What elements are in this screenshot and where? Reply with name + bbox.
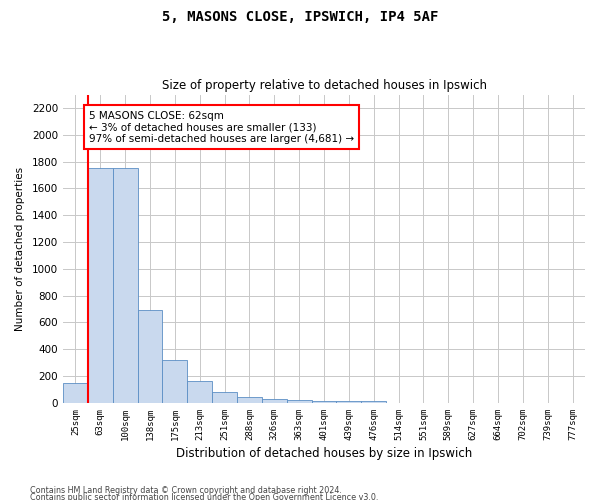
X-axis label: Distribution of detached houses by size in Ipswich: Distribution of detached houses by size …: [176, 447, 472, 460]
Bar: [237, 397, 262, 403]
Bar: [287, 400, 311, 403]
Bar: [137, 310, 163, 403]
Bar: [63, 383, 88, 403]
Text: 5 MASONS CLOSE: 62sqm
← 3% of detached houses are smaller (133)
97% of semi-deta: 5 MASONS CLOSE: 62sqm ← 3% of detached h…: [89, 110, 354, 144]
Bar: [262, 399, 287, 403]
Bar: [187, 382, 212, 403]
Bar: [212, 392, 237, 403]
Bar: [311, 400, 337, 403]
Title: Size of property relative to detached houses in Ipswich: Size of property relative to detached ho…: [161, 79, 487, 92]
Bar: [88, 168, 113, 403]
Text: Contains HM Land Registry data © Crown copyright and database right 2024.: Contains HM Land Registry data © Crown c…: [30, 486, 342, 495]
Y-axis label: Number of detached properties: Number of detached properties: [15, 166, 25, 331]
Bar: [361, 402, 386, 403]
Text: 5, MASONS CLOSE, IPSWICH, IP4 5AF: 5, MASONS CLOSE, IPSWICH, IP4 5AF: [162, 10, 438, 24]
Bar: [337, 401, 361, 403]
Bar: [163, 360, 187, 403]
Text: Contains public sector information licensed under the Open Government Licence v3: Contains public sector information licen…: [30, 494, 379, 500]
Bar: [113, 168, 137, 403]
